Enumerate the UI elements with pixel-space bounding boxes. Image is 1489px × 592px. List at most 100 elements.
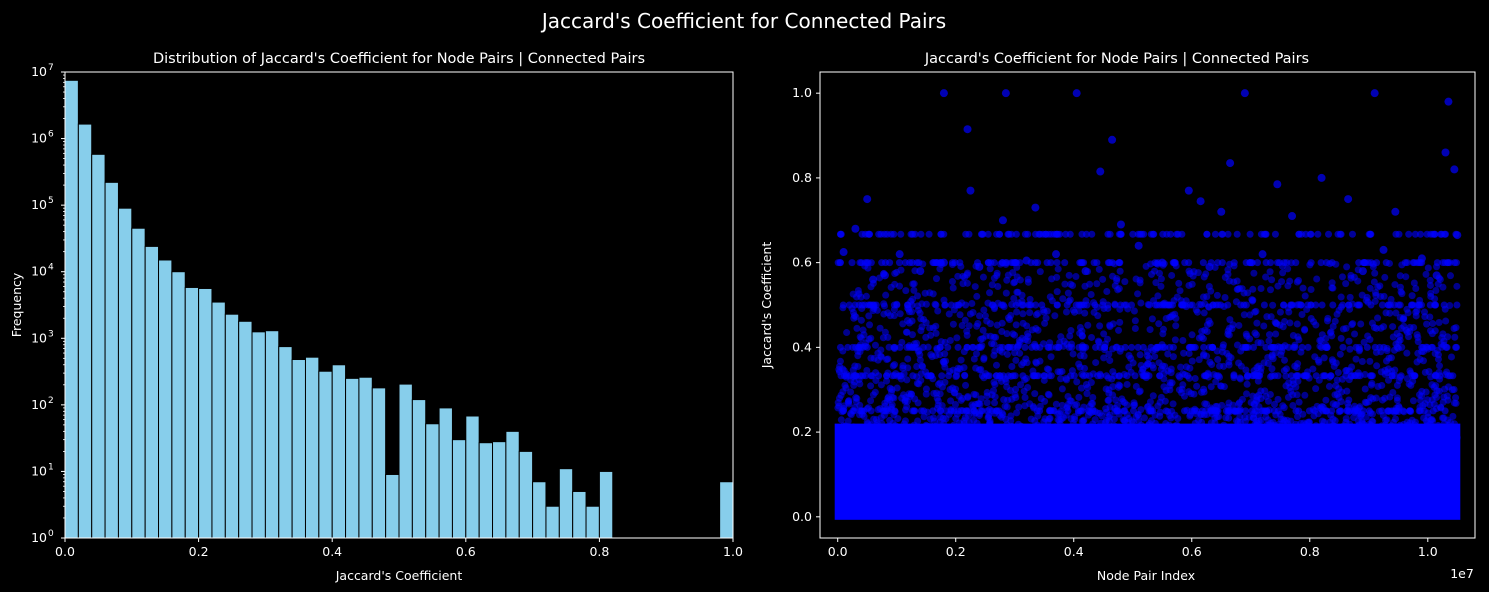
scatter-point bbox=[923, 423, 931, 431]
scatter-point bbox=[930, 417, 938, 425]
scatter-point bbox=[1095, 427, 1103, 435]
scatter-point bbox=[1442, 317, 1450, 325]
scatter-point bbox=[1134, 290, 1142, 298]
scatter-point bbox=[1348, 363, 1356, 371]
scatter-point bbox=[1368, 379, 1376, 387]
scatter-point bbox=[1280, 367, 1288, 375]
scatter-point bbox=[896, 372, 904, 380]
scatter-point bbox=[1328, 356, 1336, 364]
scatter-point bbox=[949, 284, 957, 292]
scatter-point bbox=[878, 429, 886, 437]
scatter-point bbox=[854, 286, 862, 294]
scatter-point bbox=[1152, 279, 1160, 287]
scatter-point bbox=[1312, 372, 1320, 380]
scatter-point bbox=[863, 343, 871, 351]
scatter-point bbox=[1156, 372, 1164, 380]
scatter-point bbox=[1402, 273, 1410, 281]
scatter-point bbox=[1199, 259, 1207, 267]
histogram-bar bbox=[358, 376, 373, 539]
scatter-ytick-label: 0.8 bbox=[792, 170, 812, 185]
scatter-point bbox=[936, 343, 944, 351]
scatter-point bbox=[1200, 352, 1208, 360]
histogram-ytick-label: 10 bbox=[31, 397, 47, 412]
scatter-point bbox=[1432, 287, 1440, 295]
scatter-point bbox=[1098, 412, 1106, 420]
scatter-point bbox=[991, 399, 999, 407]
scatter-point bbox=[1414, 333, 1422, 341]
scatter-point bbox=[1092, 343, 1100, 351]
scatter-point bbox=[1273, 180, 1282, 189]
scatter-point bbox=[1152, 435, 1160, 443]
scatter-point bbox=[1145, 354, 1153, 362]
scatter-point bbox=[1105, 389, 1113, 397]
scatter-point bbox=[867, 334, 875, 342]
scatter-point bbox=[945, 310, 953, 318]
scatter-point bbox=[1423, 230, 1431, 238]
scatter-point bbox=[1385, 427, 1393, 435]
scatter-point bbox=[1234, 418, 1242, 426]
scatter-point bbox=[904, 355, 912, 363]
scatter-point bbox=[1260, 322, 1268, 330]
scatter-point bbox=[947, 407, 955, 415]
scatter-point bbox=[1400, 430, 1408, 438]
scatter-point bbox=[1088, 333, 1096, 341]
scatter-point bbox=[1202, 270, 1210, 278]
scatter-point bbox=[1328, 407, 1336, 415]
scatter-point bbox=[1172, 322, 1180, 330]
scatter-point bbox=[1205, 317, 1213, 325]
histogram-bar bbox=[171, 271, 186, 539]
scatter-point bbox=[901, 259, 909, 267]
scatter-point bbox=[1274, 395, 1282, 403]
scatter-point bbox=[1052, 230, 1060, 238]
scatter-point bbox=[1110, 436, 1118, 444]
scatter-point bbox=[1409, 377, 1417, 385]
scatter-point bbox=[1363, 293, 1371, 301]
histogram-bar bbox=[385, 473, 400, 539]
scatter-point bbox=[1059, 295, 1067, 303]
scatter-point bbox=[1312, 422, 1320, 430]
scatter-point bbox=[1188, 407, 1196, 415]
scatter-point bbox=[1341, 431, 1349, 439]
scatter-point bbox=[1121, 343, 1129, 351]
scatter-point bbox=[1438, 334, 1446, 342]
scatter-point bbox=[1021, 336, 1029, 344]
scatter-point bbox=[1022, 256, 1031, 265]
scatter-point bbox=[1452, 399, 1460, 407]
scatter-point bbox=[1274, 407, 1282, 415]
histogram-ytick-exponent: 6 bbox=[48, 130, 54, 140]
scatter-point bbox=[1374, 314, 1382, 322]
scatter-point bbox=[902, 287, 910, 295]
scatter-point bbox=[1344, 195, 1353, 204]
scatter-point bbox=[1207, 383, 1215, 391]
scatter-point bbox=[1408, 301, 1416, 309]
scatter-point bbox=[1245, 426, 1253, 434]
scatter-point bbox=[1444, 333, 1452, 341]
scatter-point bbox=[1203, 293, 1211, 301]
scatter-point bbox=[1162, 407, 1170, 415]
scatter-point bbox=[882, 407, 890, 415]
scatter-point bbox=[1224, 230, 1232, 238]
scatter-point bbox=[1232, 407, 1240, 415]
scatter-point bbox=[877, 423, 885, 431]
scatter-point bbox=[836, 357, 844, 365]
scatter-point bbox=[1376, 282, 1384, 290]
scatter-point bbox=[971, 407, 979, 415]
scatter-point bbox=[1393, 407, 1401, 415]
scatter-point bbox=[1002, 289, 1010, 297]
scatter-point bbox=[1248, 296, 1256, 304]
scatter-point bbox=[1151, 353, 1159, 361]
scatter-point bbox=[1410, 372, 1418, 380]
scatter-point bbox=[1343, 387, 1351, 395]
scatter-point bbox=[958, 322, 966, 330]
scatter-point bbox=[1070, 372, 1078, 380]
scatter-point bbox=[929, 407, 937, 415]
scatter-point bbox=[1206, 358, 1214, 366]
scatter-point bbox=[880, 300, 888, 308]
scatter-point bbox=[1295, 230, 1303, 238]
scatter-point bbox=[975, 312, 983, 320]
scatter-point bbox=[897, 230, 905, 238]
scatter-point bbox=[1271, 372, 1279, 380]
scatter-point bbox=[1361, 385, 1369, 393]
scatter-point bbox=[1097, 419, 1105, 427]
scatter-point bbox=[1329, 301, 1337, 309]
